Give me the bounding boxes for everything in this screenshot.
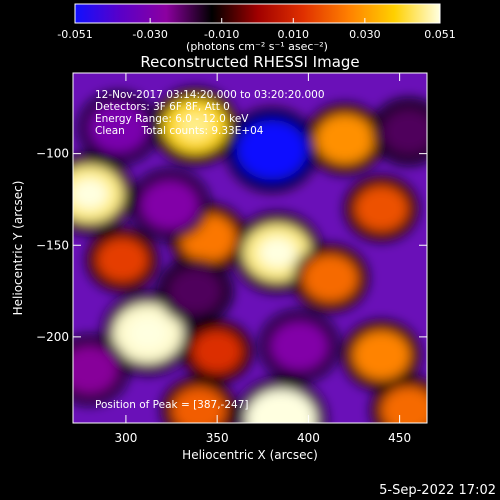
x-axis-label: Heliocentric X (arcsec) xyxy=(182,448,318,462)
heatmap-negative-source xyxy=(140,180,199,230)
y-tick-label: −100 xyxy=(36,147,69,161)
heatmap-source-core xyxy=(177,111,214,141)
colorbar-tick-label: 0.010 xyxy=(278,28,310,41)
colorbar-tick-label: -0.030 xyxy=(132,28,167,41)
heatmap-source-core xyxy=(73,178,109,210)
colorbar-units: (photons cm⁻² s⁻¹ asec⁻²) xyxy=(186,40,328,53)
axis-ticks: 300 350 400 450 −100 −150 −200 xyxy=(36,73,427,445)
chart-title: Reconstructed RHESSI Image xyxy=(140,53,359,71)
heatmap-negative-source xyxy=(269,321,329,371)
heatmap-positive-source xyxy=(96,237,149,282)
heatmap-positive-source xyxy=(352,330,411,380)
annotation-clean: Clean Total counts: 9.33E+04 xyxy=(95,125,264,137)
colorbar-tick-label: -0.010 xyxy=(204,28,239,41)
heatmap-source-core xyxy=(261,403,301,423)
colorbar: -0.051 -0.030 -0.010 0.010 0.030 0.051 (photo… xyxy=(57,3,456,53)
heatmap-positive-source xyxy=(315,114,375,164)
colorbar-tick-label: 0.030 xyxy=(349,28,381,41)
annotation-detectors: Detectors: 3F 6F 8F, Att 0 xyxy=(95,101,230,113)
heatmap-positive-source xyxy=(302,254,359,302)
footer-timestamp: 5-Sep-2022 17:02 xyxy=(379,483,496,498)
heatmap-negative-source xyxy=(381,108,427,155)
heatmap-negative-source xyxy=(168,267,223,315)
colorbar-ticks: -0.051 -0.030 -0.010 0.010 0.030 0.051 xyxy=(57,18,456,41)
heatmap-positive-source xyxy=(354,185,409,232)
y-tick-label: −200 xyxy=(36,330,69,344)
annotation-time: 12-Nov-2017 03:14:20.000 to 03:20:20.000 xyxy=(95,89,325,101)
heatmap-positive-source xyxy=(192,330,243,373)
heatmap-source-core xyxy=(128,317,168,349)
heatmap-positive-source xyxy=(381,386,427,423)
y-axis-label: Heliocentric Y (arcsec) xyxy=(11,181,25,316)
plot-frame xyxy=(72,72,428,424)
heatmap-negative-source xyxy=(88,102,149,154)
x-tick-label: 350 xyxy=(206,431,229,445)
colorbar-tick-label: 0.051 xyxy=(424,28,456,41)
heatmap-negative-source xyxy=(73,345,118,395)
peak-position-label: Position of Peak = [387,-247] xyxy=(95,399,249,411)
colorbar-strip xyxy=(74,3,441,24)
heatmap-layer xyxy=(73,87,427,423)
heatmap-source-core xyxy=(252,134,292,166)
plot-area: 300 350 400 450 −100 −150 −200 xyxy=(36,72,428,445)
colorbar-tick-label: -0.051 xyxy=(57,28,92,41)
x-tick-label: 300 xyxy=(114,431,137,445)
annotation-energy: Energy Range: 6.0 - 12.0 keV xyxy=(95,113,249,125)
heatmap-source-core xyxy=(258,237,297,268)
x-tick-label: 400 xyxy=(297,431,320,445)
y-tick-label: −150 xyxy=(36,238,69,252)
heatmap-positive-source xyxy=(171,387,227,423)
annotation-block: 12-Nov-2017 03:14:20.000 to 03:20:20.000… xyxy=(95,89,325,411)
x-tick-label: 450 xyxy=(388,431,411,445)
